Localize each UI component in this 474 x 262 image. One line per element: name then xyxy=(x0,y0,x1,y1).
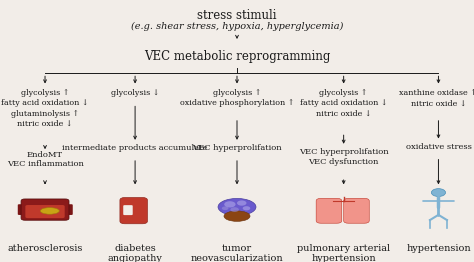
Text: glycolysis ↑
fatty acid oxidation ↓
glutaminolysis ↑
nitric oxide ↓: glycolysis ↑ fatty acid oxidation ↓ glut… xyxy=(1,89,89,128)
Circle shape xyxy=(224,201,236,208)
Text: VEC hyperprolifation: VEC hyperprolifation xyxy=(192,144,282,152)
Text: intermediate products accumulate: intermediate products accumulate xyxy=(63,144,208,152)
Text: EndoMT
VEC inflammation: EndoMT VEC inflammation xyxy=(7,151,83,168)
FancyBboxPatch shape xyxy=(120,198,147,224)
Text: xanthine oxidase ↑
nitric oxide ↓: xanthine oxidase ↑ nitric oxide ↓ xyxy=(400,89,474,107)
Circle shape xyxy=(222,206,228,210)
Ellipse shape xyxy=(40,208,59,214)
FancyBboxPatch shape xyxy=(21,199,69,220)
Circle shape xyxy=(237,200,246,206)
Text: diabetes
angiopathy: diabetes angiopathy xyxy=(108,244,163,262)
FancyBboxPatch shape xyxy=(18,204,29,215)
FancyBboxPatch shape xyxy=(344,198,369,223)
Ellipse shape xyxy=(224,211,250,221)
FancyBboxPatch shape xyxy=(62,204,73,215)
Circle shape xyxy=(230,207,239,212)
FancyBboxPatch shape xyxy=(316,198,342,223)
Text: stress stimuli: stress stimuli xyxy=(197,9,277,22)
Text: VEC metabolic reprogramming: VEC metabolic reprogramming xyxy=(144,50,330,63)
Text: pulmonary arterial
hypertension: pulmonary arterial hypertension xyxy=(297,244,390,262)
Text: glycolysis ↑
oxidative phosphorylation ↑: glycolysis ↑ oxidative phosphorylation ↑ xyxy=(180,89,294,107)
Text: (e.g. shear stress, hypoxia, hyperglycemia): (e.g. shear stress, hypoxia, hyperglycem… xyxy=(131,22,343,31)
Text: hypertension: hypertension xyxy=(406,244,471,253)
Text: oxidative stress: oxidative stress xyxy=(406,143,471,151)
Circle shape xyxy=(431,189,446,196)
Text: tumor
neovascularization: tumor neovascularization xyxy=(191,244,283,262)
FancyBboxPatch shape xyxy=(25,205,64,218)
Text: glycolysis ↓: glycolysis ↓ xyxy=(111,89,159,97)
FancyBboxPatch shape xyxy=(123,205,133,215)
Text: VEC hyperprolifation
VEC dysfunction: VEC hyperprolifation VEC dysfunction xyxy=(299,148,389,166)
Ellipse shape xyxy=(218,199,256,215)
Text: glycolysis ↑
fatty acid oxidation ↓
nitric oxide ↓: glycolysis ↑ fatty acid oxidation ↓ nitr… xyxy=(300,89,387,118)
Text: atherosclerosis: atherosclerosis xyxy=(7,244,83,253)
Circle shape xyxy=(243,206,250,210)
